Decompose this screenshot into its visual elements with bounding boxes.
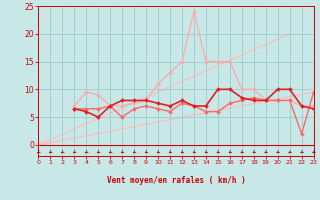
- X-axis label: Vent moyen/en rafales ( km/h ): Vent moyen/en rafales ( km/h ): [107, 176, 245, 185]
